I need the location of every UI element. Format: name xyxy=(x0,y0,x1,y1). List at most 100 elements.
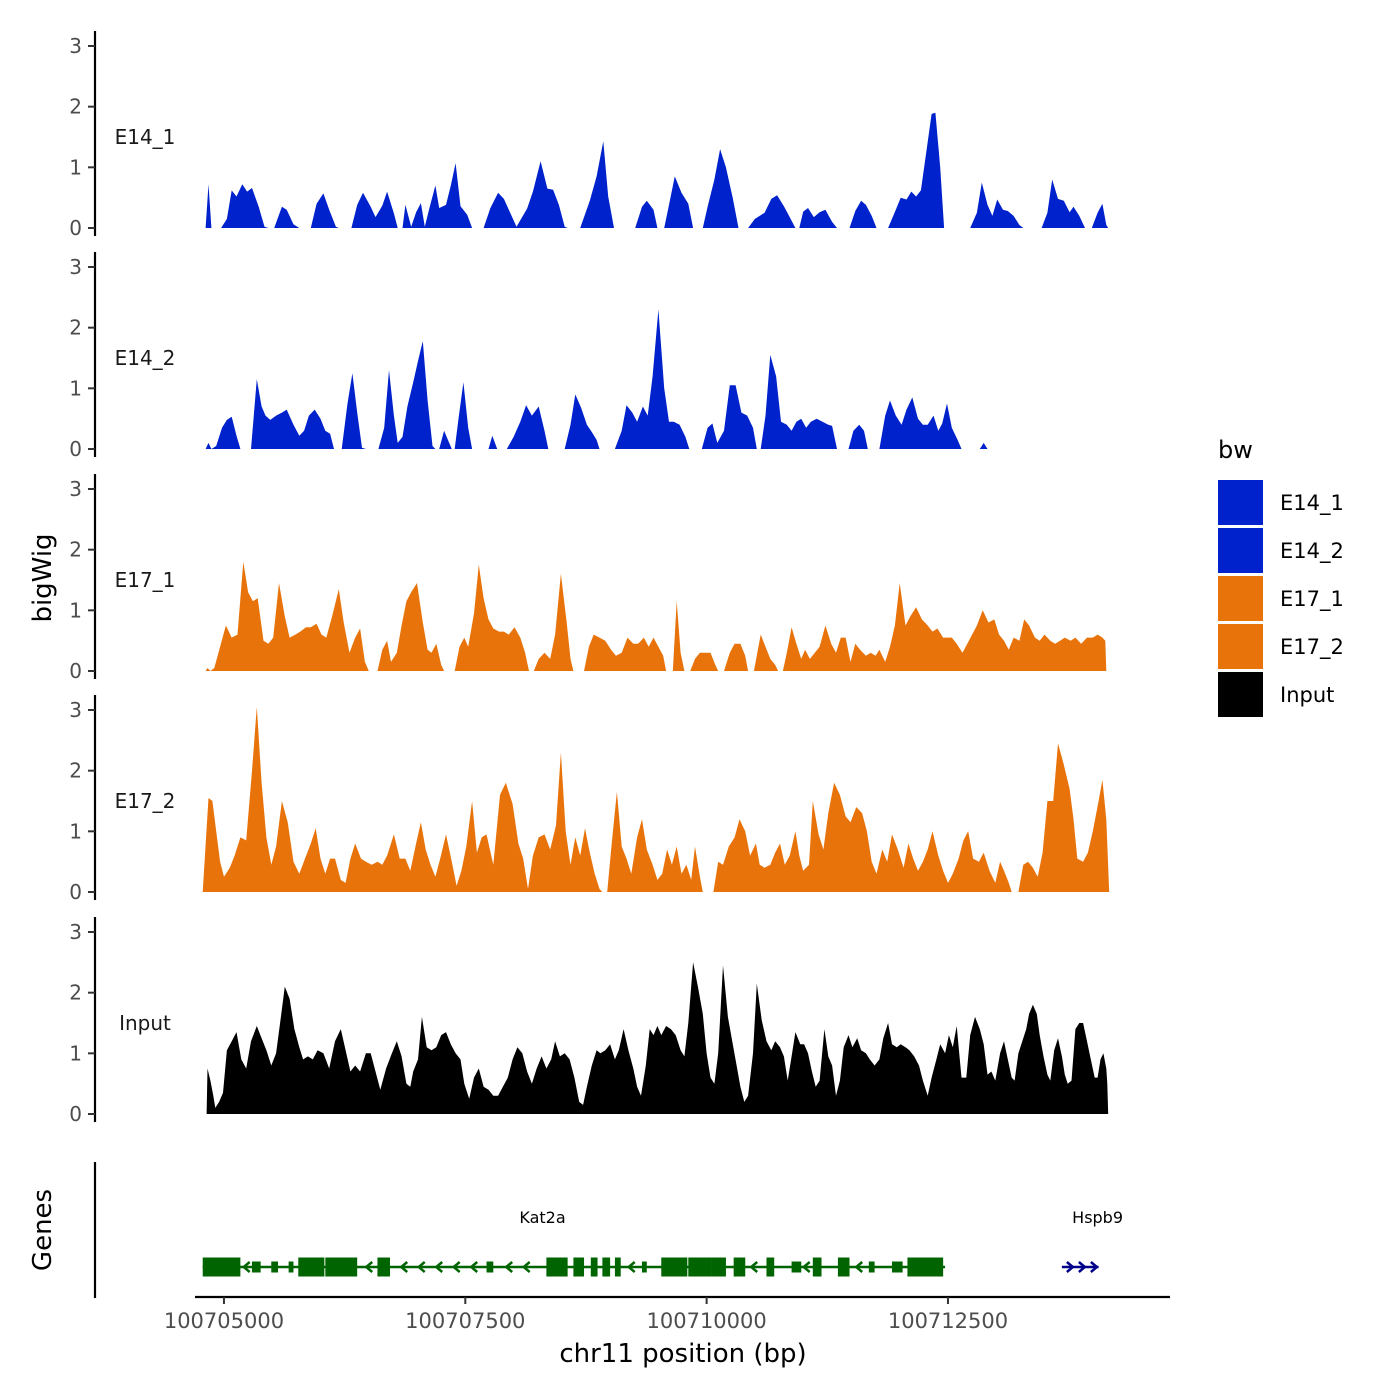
y-tick-label: 3 xyxy=(69,920,82,944)
y-tick-label: 0 xyxy=(69,437,82,461)
y-tick-label: 0 xyxy=(69,1102,82,1126)
gene-kat2a: Kat2a xyxy=(202,1208,946,1277)
y-tick-label: 1 xyxy=(69,376,82,400)
exon xyxy=(325,1257,358,1277)
y-tick-label: 1 xyxy=(69,598,82,622)
exon xyxy=(614,1257,621,1277)
x-tick-label: 100712500 xyxy=(888,1309,1008,1333)
x-axis: 100705000 100707500 100710000 100712500 xyxy=(164,1295,1170,1333)
track-label-e17-1: E17_1 xyxy=(115,568,176,592)
exon xyxy=(590,1257,598,1277)
y-tick-label: 0 xyxy=(69,216,82,240)
exon xyxy=(573,1257,585,1277)
exon xyxy=(298,1257,325,1277)
y-tick-label: 3 xyxy=(69,34,82,58)
strand-chevron xyxy=(1066,1261,1075,1273)
strand-chevron xyxy=(854,1261,864,1273)
bigwig-tracks: 0 1 2 3 E14_1 0 1 2 3 E14_2 0 1 2 3 E17_1 0 1 2 3 E17_2 0 1 2 3… xyxy=(69,31,1110,1126)
exon xyxy=(688,1257,712,1277)
area-e17-2 xyxy=(202,707,1110,892)
legend-label-input: Input xyxy=(1280,683,1334,707)
area-e14-1 xyxy=(205,112,1109,228)
legend-label-e14-1: E14_1 xyxy=(1280,491,1344,516)
strand-chevron xyxy=(521,1261,531,1273)
strand-chevron xyxy=(1090,1261,1099,1273)
y-tick-label: 2 xyxy=(69,981,82,1005)
strand-chevron xyxy=(504,1261,514,1273)
strand-chevron xyxy=(801,1261,811,1273)
gene-panel: Kat2a Hspb9 xyxy=(93,1162,1123,1298)
exon xyxy=(602,1257,611,1277)
genes-axis-title: Genes xyxy=(28,1189,58,1271)
legend-swatch-e14-1 xyxy=(1218,480,1263,525)
legend-swatch-e17-2 xyxy=(1218,624,1263,669)
area-input xyxy=(206,962,1109,1114)
exon xyxy=(251,1261,261,1273)
y-tick-label: 2 xyxy=(69,538,82,562)
exon xyxy=(711,1257,726,1277)
x-tick-label: 100705000 xyxy=(164,1309,284,1333)
strand-chevron xyxy=(434,1261,444,1273)
gene-hspb9: Hspb9 xyxy=(1061,1208,1123,1273)
exon xyxy=(271,1261,279,1273)
y-tick-label: 2 xyxy=(69,95,82,119)
gene-label-kat2a: Kat2a xyxy=(519,1208,565,1227)
legend-label-e17-2: E17_2 xyxy=(1280,635,1344,660)
exon xyxy=(486,1261,494,1273)
y-tick-label: 1 xyxy=(69,819,82,843)
area-e17-1 xyxy=(205,561,1107,671)
track-e14-2: 0 1 2 3 E14_2 xyxy=(69,252,988,461)
x-tick-label: 100710000 xyxy=(647,1309,767,1333)
strand-chevron xyxy=(364,1261,374,1273)
track-label-input: Input xyxy=(119,1011,171,1035)
legend: bw E14_1 E14_2 E17_1 E17_2 Input xyxy=(1218,436,1344,717)
gene-label-hspb9: Hspb9 xyxy=(1072,1208,1123,1227)
exon xyxy=(641,1261,647,1273)
exon xyxy=(377,1257,390,1277)
y-tick-label: 1 xyxy=(69,1041,82,1065)
exon xyxy=(546,1257,568,1277)
track-e17-2: 0 1 2 3 E17_2 xyxy=(69,695,1110,904)
legend-title: bw xyxy=(1218,436,1253,464)
y-tick-label: 0 xyxy=(69,880,82,904)
exon xyxy=(868,1261,875,1273)
exon xyxy=(891,1261,903,1273)
track-label-e17-2: E17_2 xyxy=(115,789,176,813)
strand-chevron xyxy=(626,1261,636,1273)
y-axis-title: bigWig xyxy=(28,533,58,622)
legend-label-e14-2: E14_2 xyxy=(1280,539,1344,564)
y-tick-label: 3 xyxy=(69,698,82,722)
track-e17-1: 0 1 2 3 E17_1 xyxy=(69,474,1107,683)
exon xyxy=(288,1261,294,1273)
exon xyxy=(837,1257,850,1277)
exon xyxy=(791,1261,802,1273)
track-label-e14-2: E14_2 xyxy=(115,346,176,370)
legend-swatch-e14-2 xyxy=(1218,528,1263,573)
x-axis-title: chr11 position (bp) xyxy=(559,1339,806,1369)
legend-swatch-input xyxy=(1218,672,1263,717)
y-tick-label: 3 xyxy=(69,477,82,501)
strand-chevron xyxy=(469,1261,479,1273)
x-tick-label: 100707500 xyxy=(405,1309,525,1333)
exon xyxy=(812,1257,822,1277)
strand-chevron xyxy=(1078,1261,1087,1273)
y-tick-label: 2 xyxy=(69,759,82,783)
track-input: 0 1 2 3 Input xyxy=(69,917,1109,1126)
exon xyxy=(202,1257,241,1277)
strand-chevron xyxy=(416,1261,426,1273)
y-tick-label: 3 xyxy=(69,255,82,279)
track-label-e14-1: E14_1 xyxy=(115,125,176,149)
exon xyxy=(661,1257,688,1277)
legend-label-e17-1: E17_1 xyxy=(1280,587,1344,612)
exon xyxy=(766,1257,775,1277)
area-e14-2 xyxy=(205,309,988,449)
legend-swatch-e17-1 xyxy=(1218,576,1263,621)
y-tick-label: 2 xyxy=(69,316,82,340)
strand-chevron xyxy=(451,1261,461,1273)
y-tick-label: 0 xyxy=(69,659,82,683)
strand-chevron xyxy=(241,1261,251,1273)
strand-chevron xyxy=(399,1261,409,1273)
exon xyxy=(907,1257,944,1277)
y-tick-label: 1 xyxy=(69,155,82,179)
